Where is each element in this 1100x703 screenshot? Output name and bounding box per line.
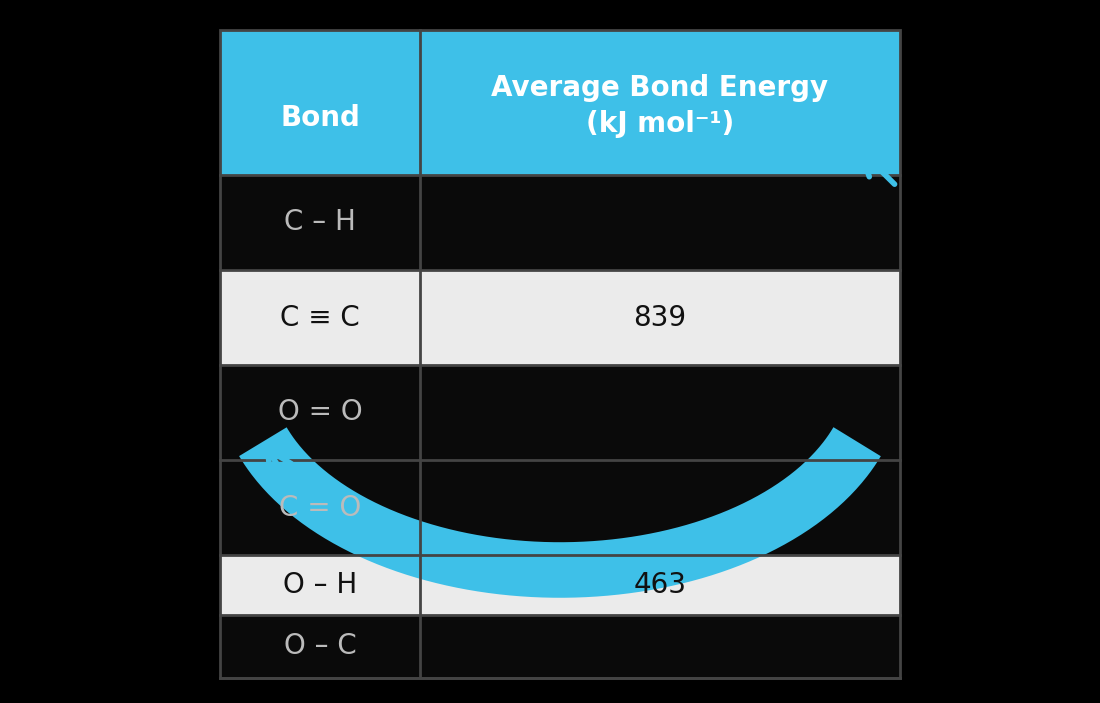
Bar <box>220 460 900 555</box>
Text: C ≡ C: C ≡ C <box>280 304 360 332</box>
Bar <box>220 555 900 615</box>
Bar <box>220 615 900 678</box>
Text: 839: 839 <box>634 304 686 332</box>
Bar <box>220 270 900 365</box>
Bar <box>220 175 900 270</box>
Text: O – H: O – H <box>283 571 358 599</box>
Text: O – C: O – C <box>284 633 356 661</box>
Text: (kJ mol⁻¹): (kJ mol⁻¹) <box>586 110 734 138</box>
Bar <box>220 365 900 460</box>
Text: O = O: O = O <box>277 399 362 427</box>
Bar <box>220 30 900 678</box>
Text: C = O: C = O <box>279 494 361 522</box>
Text: Bond: Bond <box>280 103 360 131</box>
Bar <box>220 30 900 175</box>
Text: C – H: C – H <box>284 209 356 236</box>
Text: 463: 463 <box>634 571 686 599</box>
Text: Average Bond Energy: Average Bond Energy <box>492 74 828 101</box>
